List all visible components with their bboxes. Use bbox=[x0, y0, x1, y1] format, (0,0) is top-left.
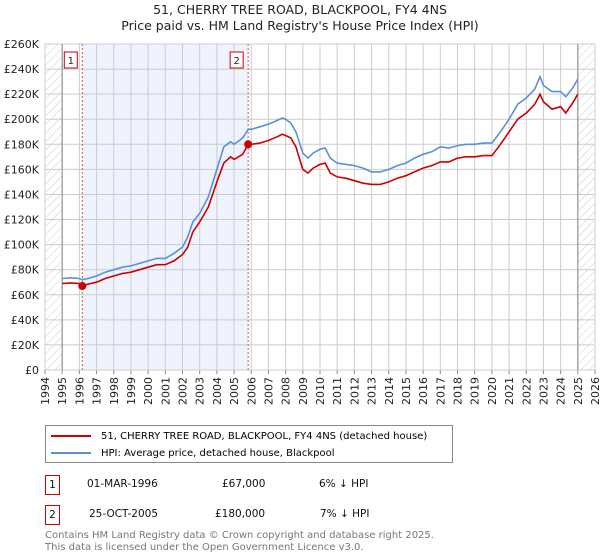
x-tick-label: 2018 bbox=[452, 377, 465, 405]
legend-label: 51, CHERRY TREE ROAD, BLACKPOOL, FY4 4NS… bbox=[101, 430, 428, 442]
sale-label-box bbox=[229, 51, 244, 69]
x-tick-label: 2016 bbox=[417, 377, 430, 405]
sale-label: 2 bbox=[233, 56, 239, 67]
y-tick-label: £20K bbox=[11, 339, 40, 352]
transaction-badge: 1 bbox=[45, 475, 60, 495]
footer-licence: This data is licensed under the Open Gov… bbox=[45, 542, 364, 553]
x-tick-label: 2022 bbox=[520, 377, 533, 405]
x-tick-label: 2023 bbox=[537, 377, 550, 405]
sale-label-box bbox=[63, 51, 78, 69]
x-tick-label: 2017 bbox=[434, 377, 447, 405]
y-tick-label: £60K bbox=[11, 289, 40, 302]
sale-label: 1 bbox=[68, 56, 74, 67]
x-tick-label: 2002 bbox=[177, 377, 190, 405]
x-tick-label: 2025 bbox=[572, 377, 585, 405]
x-tick-label: 2007 bbox=[262, 377, 275, 405]
x-tick-label: 1999 bbox=[125, 377, 138, 405]
legend-line-blue bbox=[51, 452, 91, 454]
x-tick-label: 2008 bbox=[280, 377, 293, 405]
chart-title: 51, CHERRY TREE ROAD, BLACKPOOL, FY4 4NS bbox=[153, 2, 447, 17]
x-tick-label: 2026 bbox=[589, 377, 600, 405]
x-tick-label: 2000 bbox=[142, 377, 155, 405]
x-tick-label: 2015 bbox=[400, 377, 413, 405]
y-tick-label: £140K bbox=[4, 188, 40, 201]
hpi-series-line bbox=[62, 74, 579, 281]
chart-subtitle: Price paid vs. HM Land Registry's House … bbox=[121, 18, 479, 33]
y-tick-label: £160K bbox=[4, 163, 40, 176]
x-tick-label: 2003 bbox=[194, 377, 207, 405]
x-tick-label: 1995 bbox=[56, 377, 69, 405]
y-tick-label: £0 bbox=[25, 364, 39, 377]
x-tick-label: 2010 bbox=[314, 377, 327, 405]
x-tick-label: 1994 bbox=[39, 377, 52, 405]
legend-line-red bbox=[51, 435, 91, 437]
transaction-hpi: 7% ↓ HPI bbox=[320, 508, 370, 520]
transaction-hpi: 6% ↓ HPI bbox=[319, 478, 369, 490]
y-tick-label: £120K bbox=[4, 214, 40, 227]
chart-legend: 51, CHERRY TREE ROAD, BLACKPOOL, FY4 4NS… bbox=[45, 425, 453, 463]
transaction-date: 25-OCT-2005 bbox=[89, 508, 158, 520]
x-tick-label: 1998 bbox=[108, 377, 121, 405]
y-tick-label: £220K bbox=[4, 88, 40, 101]
chart-plot: 1994 1995 1996 1997 1998 1999 2000 2001 2002 2003… bbox=[4, 38, 600, 405]
hatch-before bbox=[45, 44, 63, 370]
y-tick-label: £100K bbox=[4, 239, 40, 252]
x-tick-label: 2013 bbox=[366, 377, 379, 405]
sale-point bbox=[78, 281, 87, 290]
x-tick-label: 1996 bbox=[73, 377, 86, 405]
y-tick-label: £80K bbox=[11, 264, 40, 277]
transaction-price: £180,000 bbox=[215, 508, 266, 520]
y-tick-label: £260K bbox=[4, 38, 40, 51]
transaction-date: 01-MAR-1996 bbox=[87, 478, 158, 490]
transaction-badge: 2 bbox=[45, 505, 60, 525]
sale-point bbox=[244, 140, 253, 149]
legend-item-hpi: HPI: Average price, detached house, Blac… bbox=[46, 445, 335, 461]
hatch-after bbox=[577, 44, 595, 370]
legend-item-property: 51, CHERRY TREE ROAD, BLACKPOOL, FY4 4NS… bbox=[46, 428, 427, 444]
x-tick-label: 2011 bbox=[331, 377, 344, 405]
x-tick-label: 1997 bbox=[91, 377, 104, 405]
x-tick-label: 2020 bbox=[486, 377, 499, 405]
x-tick-label: 2012 bbox=[348, 377, 361, 405]
legend-label: HPI: Average price, detached house, Blac… bbox=[101, 447, 335, 459]
x-tick-label: 2001 bbox=[159, 377, 172, 405]
x-tick-label: 2005 bbox=[228, 377, 241, 405]
x-tick-label: 2014 bbox=[383, 377, 396, 405]
y-tick-label: £240K bbox=[4, 63, 40, 76]
property-series-line bbox=[62, 92, 579, 287]
x-tick-label: 2019 bbox=[469, 377, 482, 405]
x-tick-label: 2021 bbox=[503, 377, 516, 405]
x-tick-label: 2006 bbox=[245, 377, 258, 405]
transaction-price: £67,000 bbox=[222, 478, 266, 490]
x-tick-label: 2009 bbox=[297, 377, 310, 405]
x-tick-label: 2024 bbox=[555, 377, 568, 405]
y-tick-label: £40K bbox=[11, 314, 40, 327]
footer-copyright: Contains HM Land Registry data © Crown c… bbox=[45, 530, 434, 541]
x-tick-label: 2004 bbox=[211, 377, 224, 405]
y-tick-label: £200K bbox=[4, 113, 40, 126]
y-tick-label: £180K bbox=[4, 138, 40, 151]
